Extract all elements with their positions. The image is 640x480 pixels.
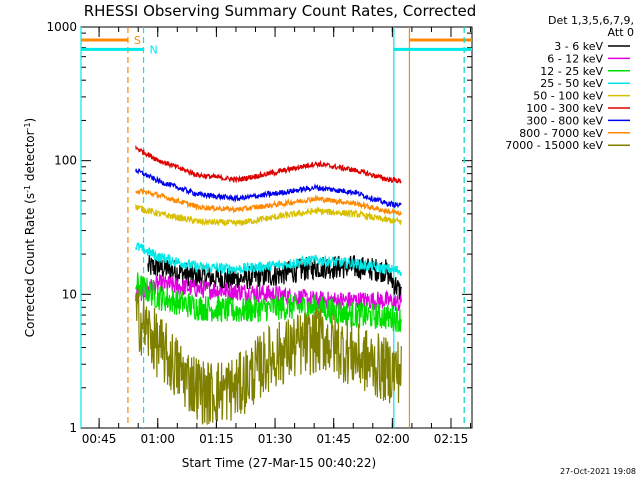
legend-entry: 300 - 800 keV bbox=[526, 114, 603, 127]
x-tick-label: 00:45 bbox=[82, 432, 117, 446]
series-layer bbox=[135, 145, 402, 425]
y-axis-label: Corrected Count Rate (s-1 detector-1) bbox=[23, 118, 38, 337]
x-tick-label: 02:00 bbox=[375, 432, 410, 446]
y-tick-label: 10 bbox=[62, 287, 77, 301]
y-tick-label: 1000 bbox=[46, 20, 77, 34]
legend-entry: 6 - 12 keV bbox=[547, 52, 603, 65]
segment-markers: SN bbox=[80, 27, 472, 428]
series-line bbox=[135, 188, 402, 216]
series-line bbox=[135, 286, 402, 425]
legend-entry: 50 - 100 keV bbox=[533, 90, 603, 103]
y-tick-label: 100 bbox=[54, 154, 77, 168]
legend-header: Det 1,3,5,6,7,9, bbox=[548, 14, 634, 27]
series-line bbox=[135, 272, 402, 333]
y-tick-label: 1 bbox=[69, 421, 77, 435]
legend-entry: 12 - 25 keV bbox=[540, 65, 603, 78]
legend-entry: 7000 - 15000 keV bbox=[505, 139, 603, 152]
x-axis-label: Start Time (27-Mar-15 00:40:22) bbox=[182, 456, 376, 470]
x-tick-label: 01:00 bbox=[140, 432, 175, 446]
legend-entry: 100 - 300 keV bbox=[526, 102, 603, 115]
series-line bbox=[135, 273, 402, 311]
segment-label: S bbox=[134, 34, 141, 47]
chart-title: RHESSI Observing Summary Count Rates, Co… bbox=[84, 2, 477, 20]
x-tick-label: 01:45 bbox=[316, 432, 351, 446]
x-tick-label: 01:15 bbox=[199, 432, 234, 446]
series-line bbox=[135, 168, 402, 209]
x-tick-label: 01:30 bbox=[258, 432, 293, 446]
x-tick-label: 02:15 bbox=[434, 432, 469, 446]
legend-entry: 800 - 7000 keV bbox=[519, 127, 603, 140]
segment-label: N bbox=[149, 43, 157, 56]
legend-header: Att 0 bbox=[608, 26, 634, 39]
legend-entry: 3 - 6 keV bbox=[554, 40, 603, 53]
series-line bbox=[135, 204, 402, 227]
footer-timestamp: 27-Oct-2021 19:08 bbox=[560, 467, 636, 476]
series-line bbox=[135, 241, 402, 276]
axis-ticks: 1 10 100 1000 00:45 01:00 01:15 01:30 01:45 02:00… bbox=[46, 20, 472, 446]
legend-entry: 25 - 50 keV bbox=[540, 77, 603, 90]
series-line bbox=[135, 145, 402, 184]
